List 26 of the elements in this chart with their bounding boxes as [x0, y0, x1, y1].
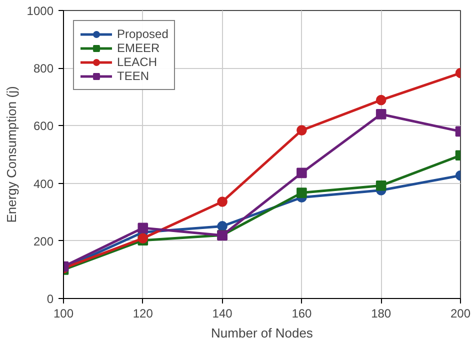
y-tick-label: 0	[46, 292, 54, 306]
point	[376, 180, 386, 191]
point	[376, 109, 386, 120]
y-tick-label: 1000	[26, 4, 54, 18]
point	[296, 168, 307, 178]
y-tick-label: 600	[33, 119, 54, 134]
legend-label: TEEN	[117, 69, 150, 83]
x-tick-label: 160	[292, 306, 312, 320]
point	[296, 188, 307, 198]
point	[217, 196, 228, 207]
point	[376, 94, 386, 106]
x-tick-label: 140	[212, 306, 233, 320]
x-tick-label: 120	[132, 306, 154, 320]
legend-label: EMEER	[117, 41, 160, 55]
y-axis-title: Energy Consumption (j)	[4, 86, 19, 223]
legend-label: Proposed	[117, 27, 168, 41]
x-tick-label: 200	[450, 306, 471, 320]
x-tick-label: 180	[371, 306, 392, 320]
x-tick-label: 100	[53, 306, 74, 320]
y-tick-label: 800	[33, 62, 54, 76]
x-axis-title: Number of Nodes	[211, 326, 314, 340]
point	[217, 221, 228, 232]
y-tick-label: 400	[33, 176, 54, 191]
y-tick-label: 200	[33, 234, 54, 248]
point	[296, 125, 307, 136]
legend-label: LEACH	[117, 55, 158, 69]
